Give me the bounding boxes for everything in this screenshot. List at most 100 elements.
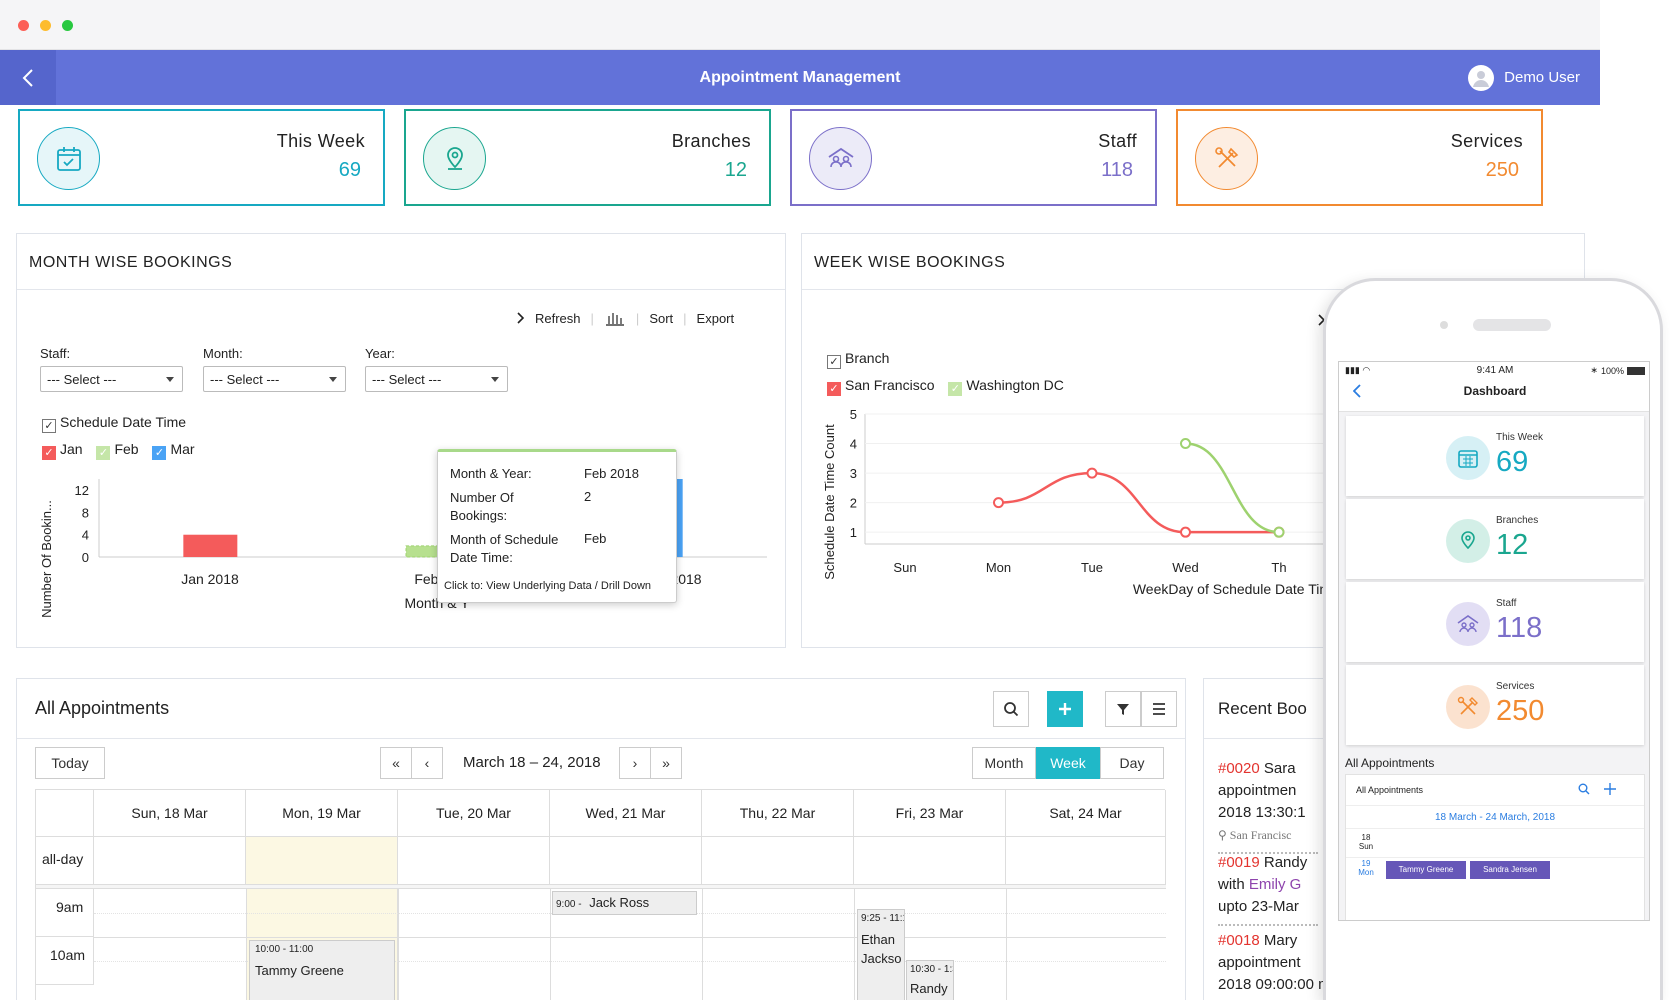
close-window-button[interactable] [18, 20, 29, 31]
bluetooth-icon: ∗ [1590, 365, 1598, 375]
chart-tooltip: Month & Year: Feb 2018 Number Of Booking… [437, 449, 677, 603]
month-select[interactable]: --- Select --- [203, 366, 346, 392]
staff-icon [1446, 602, 1490, 646]
back-button[interactable] [0, 50, 56, 105]
phone-event[interactable]: Sandra Jensen [1470, 861, 1550, 879]
filter-button[interactable] [1105, 691, 1141, 727]
stat-value: 12 [724, 159, 747, 181]
day-header: Tue, 20 Mar [398, 790, 550, 837]
stat-card-this-week[interactable]: This Week 69 [18, 109, 385, 206]
month-filter-label: Month: [203, 346, 243, 361]
export-button[interactable]: Export [696, 310, 735, 326]
battery-icon [1627, 366, 1645, 375]
x-axis-label: WeekDay of Schedule Date Tin [1133, 581, 1327, 597]
add-appointment-button[interactable] [1047, 691, 1083, 727]
legend-item-washington-dc[interactable]: ✓ Washington DC [948, 377, 1064, 396]
phone-card-label: Services [1496, 681, 1535, 692]
data-point[interactable] [1180, 438, 1191, 450]
today-column[interactable] [246, 837, 398, 885]
chevron-left-icon[interactable] [1353, 384, 1362, 398]
staff-select[interactable]: --- Select --- [40, 366, 183, 392]
location-pin-icon [1446, 519, 1490, 563]
day-header: Thu, 22 Mar [702, 790, 854, 837]
bar[interactable] [405, 545, 461, 558]
data-point[interactable] [1086, 467, 1098, 479]
calendar-event[interactable]: 9:25 - 11:1 Ethan Jackso [857, 909, 905, 1000]
search-icon[interactable] [1578, 783, 1590, 795]
y-tick-label: 8 [82, 505, 89, 520]
legend-title[interactable]: ✓ Branch [827, 350, 889, 369]
plus-icon[interactable] [1604, 783, 1616, 795]
phone-sub-title: All Appointments [1356, 785, 1424, 795]
calendar-event[interactable]: 9:00 - Jack Ross [552, 891, 697, 915]
year-select[interactable]: --- Select --- [365, 366, 508, 392]
phone-card-this-week[interactable]: This Week 69 [1346, 416, 1644, 496]
hamburger-icon [1153, 703, 1165, 715]
view-month-button[interactable]: Month [972, 747, 1036, 779]
legend-item-jan[interactable]: ✓ Jan [42, 441, 83, 460]
maximize-window-button[interactable] [62, 20, 73, 31]
today-button[interactable]: Today [35, 747, 105, 779]
prev-month-button[interactable]: « [380, 747, 412, 779]
booking-customer: Mary [1259, 932, 1298, 949]
series-line[interactable] [998, 471, 1280, 534]
calendar-icon [1446, 436, 1490, 480]
stat-card-services[interactable]: Services 250 [1176, 109, 1543, 206]
booking-item[interactable]: #0018 Mary appointment 2018 09:00:00 m [1218, 930, 1331, 996]
bar-chart-icon[interactable] [604, 310, 626, 326]
phone-event[interactable]: Tammy Greene [1386, 861, 1466, 879]
series-line[interactable] [1185, 442, 1280, 534]
minimize-window-button[interactable] [40, 20, 51, 31]
view-week-button[interactable]: Week [1036, 747, 1100, 779]
stat-label: This Week [276, 131, 365, 151]
drill-down-link[interactable]: Click to: View Underlying Data / Drill D… [444, 580, 652, 592]
next-week-button[interactable]: › [619, 747, 651, 779]
calendar-event[interactable]: 10:30 - 1:3 Randy [906, 960, 954, 1000]
bar[interactable] [183, 534, 238, 557]
menu-button[interactable] [1141, 691, 1177, 727]
legend-item-feb[interactable]: ✓ Feb [96, 441, 139, 460]
legend-title[interactable]: ✓ Schedule Date Time [42, 414, 186, 433]
legend-item-san-francisco[interactable]: ✓ San Francisco [827, 377, 935, 396]
event-title: Randy [910, 981, 948, 996]
time-label: 9am [36, 889, 94, 937]
phone-card-staff[interactable]: Staff 118 [1346, 582, 1644, 662]
plus-icon [1059, 703, 1071, 715]
tooltip-value: Feb 2018 [584, 466, 639, 481]
booking-id: #0019 [1218, 854, 1260, 871]
panel-title: MONTH WISE BOOKINGS [29, 254, 233, 271]
data-point[interactable] [1273, 526, 1285, 538]
tooltip-value: Feb [584, 531, 607, 546]
phone-card-label: This Week [1496, 432, 1544, 443]
week-line-chart: Schedule Date Time Count 5 4 3 2 1 Sun Mon Tue… [822, 407, 1584, 597]
stat-card-staff[interactable]: Staff 118 [790, 109, 1157, 206]
x-tick-label: Sun [893, 560, 916, 575]
x-tick-label: Th [1271, 560, 1286, 575]
legend-label: San Francisco [845, 377, 935, 393]
app-header: Appointment Management Demo User [0, 50, 1600, 105]
legend-label: Feb [114, 441, 139, 457]
prev-week-button[interactable]: ‹ [411, 747, 443, 779]
stat-card-branches[interactable]: Branches 12 [404, 109, 771, 206]
sort-button[interactable]: Sort [649, 310, 674, 326]
data-point[interactable] [993, 497, 1004, 509]
event-time: 10:30 - 1:3 [910, 964, 954, 975]
event-time: 9:00 - [556, 899, 582, 910]
phone-card-branches[interactable]: Branches 12 [1346, 499, 1644, 579]
booking-item[interactable]: #0019 Randy with Emily G upto 23-Mar [1218, 852, 1318, 926]
calendar-icon [37, 127, 100, 190]
phone-day: 18 Sun [1356, 833, 1376, 851]
next-month-button[interactable]: » [650, 747, 682, 779]
stat-label: Branches [671, 131, 751, 151]
data-point[interactable] [1180, 526, 1191, 538]
calendar-event[interactable]: 10:00 - 11:00 Tammy Greene [249, 940, 395, 1000]
x-tick-label: Tue [1081, 560, 1103, 575]
refresh-button[interactable]: Refresh [517, 311, 581, 326]
phone-card-services[interactable]: Services 250 [1346, 665, 1644, 745]
view-day-button[interactable]: Day [1100, 747, 1164, 779]
legend-item-mar[interactable]: ✓ Mar [152, 441, 195, 460]
phone-card-value: 12 [1496, 529, 1529, 561]
search-button[interactable] [993, 691, 1029, 727]
user-menu[interactable]: Demo User [1468, 50, 1580, 105]
booking-item[interactable]: #0020 Sara appointmen 2018 13:30:1 ⚲ San… [1218, 758, 1318, 854]
